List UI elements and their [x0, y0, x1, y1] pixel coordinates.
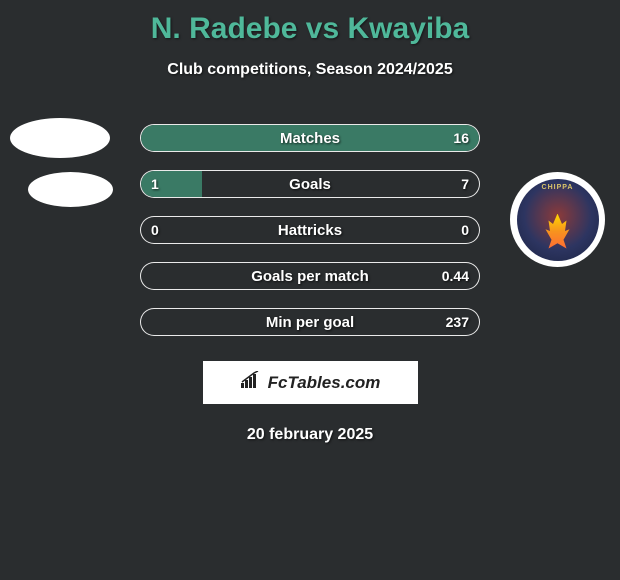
stat-row-matches: Matches 16 [140, 124, 480, 152]
date-line: 20 february 2025 [0, 426, 620, 444]
stat-value-right: 237 [446, 309, 469, 335]
stat-value-right: 0.44 [442, 263, 469, 289]
stat-label: Matches [141, 125, 479, 151]
page-title: N. Radebe vs Kwayiba [0, 0, 620, 46]
stat-row-hattricks: 0 Hattricks 0 [140, 216, 480, 244]
brand-text: FcTables.com [268, 373, 381, 393]
stat-label: Goals [141, 171, 479, 197]
stat-value-right: 0 [461, 217, 469, 243]
stat-value-right: 16 [453, 125, 469, 151]
stat-label: Min per goal [141, 309, 479, 335]
stat-row-goals: 1 Goals 7 [140, 170, 480, 198]
stats-area: Matches 16 1 Goals 7 0 Hattricks 0 Goals… [0, 124, 620, 336]
stat-label: Goals per match [141, 263, 479, 289]
brand-badge[interactable]: FcTables.com [203, 361, 418, 404]
page-subtitle: Club competitions, Season 2024/2025 [0, 61, 620, 79]
stat-label: Hattricks [141, 217, 479, 243]
stat-row-mpg: Min per goal 237 [140, 308, 480, 336]
stat-value-right: 7 [461, 171, 469, 197]
bar-chart-icon [240, 371, 262, 394]
stat-row-gpm: Goals per match 0.44 [140, 262, 480, 290]
